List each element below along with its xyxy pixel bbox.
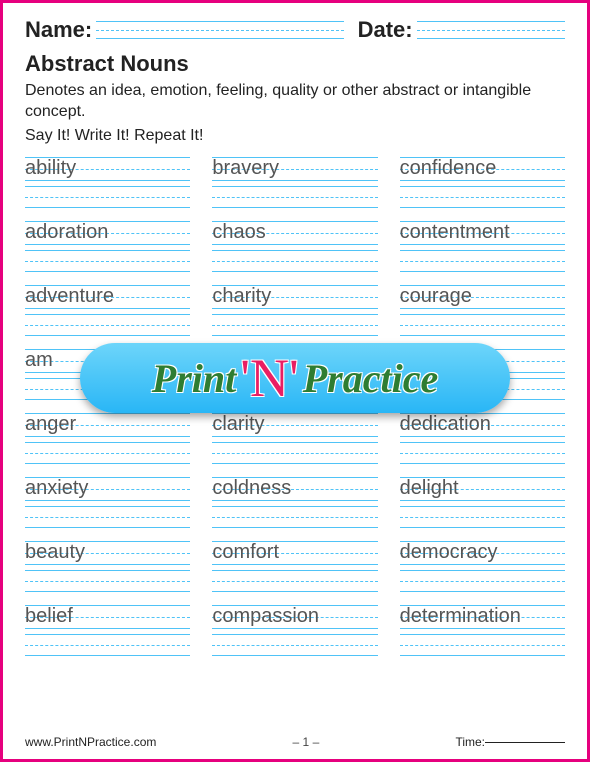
- worksheet-page: Name: Date: Abstract Nouns Denotes an id…: [0, 0, 590, 762]
- word: comfort: [212, 539, 377, 567]
- cell: ability: [25, 155, 190, 211]
- practice-line[interactable]: [212, 311, 377, 339]
- practice-line[interactable]: [400, 631, 565, 659]
- word: adoration: [25, 219, 190, 247]
- practice-line[interactable]: [400, 247, 565, 275]
- word: bravery: [212, 155, 377, 183]
- word: coldness: [212, 475, 377, 503]
- word: courage: [400, 283, 565, 311]
- practice-line[interactable]: [212, 631, 377, 659]
- practice-line[interactable]: [212, 247, 377, 275]
- practice-line[interactable]: [212, 183, 377, 211]
- watermark-logo: Print 'N' Practice: [80, 343, 510, 413]
- word: anxiety: [25, 475, 190, 503]
- practice-line[interactable]: [400, 439, 565, 467]
- cell: beauty: [25, 539, 190, 595]
- word: dedication: [400, 411, 565, 439]
- cell: compassion: [212, 603, 377, 659]
- cell: dedication: [400, 411, 565, 467]
- word: charity: [212, 283, 377, 311]
- footer: www.PrintNPractice.com – 1 – Time:: [25, 735, 565, 749]
- cell: coldness: [212, 475, 377, 531]
- cell: bravery: [212, 155, 377, 211]
- cell: clarity: [212, 411, 377, 467]
- word: delight: [400, 475, 565, 503]
- practice-line[interactable]: [25, 567, 190, 595]
- word: compassion: [212, 603, 377, 631]
- cell: belief: [25, 603, 190, 659]
- practice-line[interactable]: [25, 311, 190, 339]
- word: democracy: [400, 539, 565, 567]
- time-input-line[interactable]: [485, 742, 565, 743]
- practice-line[interactable]: [212, 567, 377, 595]
- worksheet-title: Abstract Nouns: [25, 51, 565, 77]
- time-label: Time:: [455, 735, 485, 749]
- cell: courage: [400, 283, 565, 339]
- practice-line[interactable]: [400, 567, 565, 595]
- cell: chaos: [212, 219, 377, 275]
- practice-line[interactable]: [25, 247, 190, 275]
- practice-line[interactable]: [400, 311, 565, 339]
- cell: contentment: [400, 219, 565, 275]
- watermark-print: Print: [152, 355, 236, 402]
- word: adventure: [25, 283, 190, 311]
- word: ability: [25, 155, 190, 183]
- worksheet-instruction: Say It! Write It! Repeat It!: [25, 127, 565, 145]
- footer-page: – 1 –: [156, 735, 455, 749]
- cell: delight: [400, 475, 565, 531]
- practice-line[interactable]: [25, 631, 190, 659]
- practice-line[interactable]: [25, 439, 190, 467]
- word: determination: [400, 603, 565, 631]
- header-row: Name: Date:: [25, 17, 565, 43]
- date-label: Date:: [358, 17, 413, 43]
- word: belief: [25, 603, 190, 631]
- cell: democracy: [400, 539, 565, 595]
- word: chaos: [212, 219, 377, 247]
- name-label: Name:: [25, 17, 92, 43]
- word: confidence: [400, 155, 565, 183]
- practice-line[interactable]: [25, 503, 190, 531]
- word: beauty: [25, 539, 190, 567]
- cell: anxiety: [25, 475, 190, 531]
- cell: charity: [212, 283, 377, 339]
- practice-line[interactable]: [400, 503, 565, 531]
- word: clarity: [212, 411, 377, 439]
- practice-line[interactable]: [212, 503, 377, 531]
- name-input-line[interactable]: [96, 19, 343, 41]
- cell: confidence: [400, 155, 565, 211]
- practice-line[interactable]: [25, 183, 190, 211]
- cell: determination: [400, 603, 565, 659]
- cell: comfort: [212, 539, 377, 595]
- worksheet-description: Denotes an idea, emotion, feeling, quali…: [25, 81, 565, 123]
- watermark-n: 'N': [240, 347, 298, 409]
- word: anger: [25, 411, 190, 439]
- watermark-practice: Practice: [303, 355, 439, 402]
- cell: adventure: [25, 283, 190, 339]
- practice-line[interactable]: [400, 183, 565, 211]
- cell: adoration: [25, 219, 190, 275]
- practice-line[interactable]: [212, 439, 377, 467]
- footer-site: www.PrintNPractice.com: [25, 735, 156, 749]
- cell: anger: [25, 411, 190, 467]
- date-input-line[interactable]: [417, 19, 565, 41]
- word: contentment: [400, 219, 565, 247]
